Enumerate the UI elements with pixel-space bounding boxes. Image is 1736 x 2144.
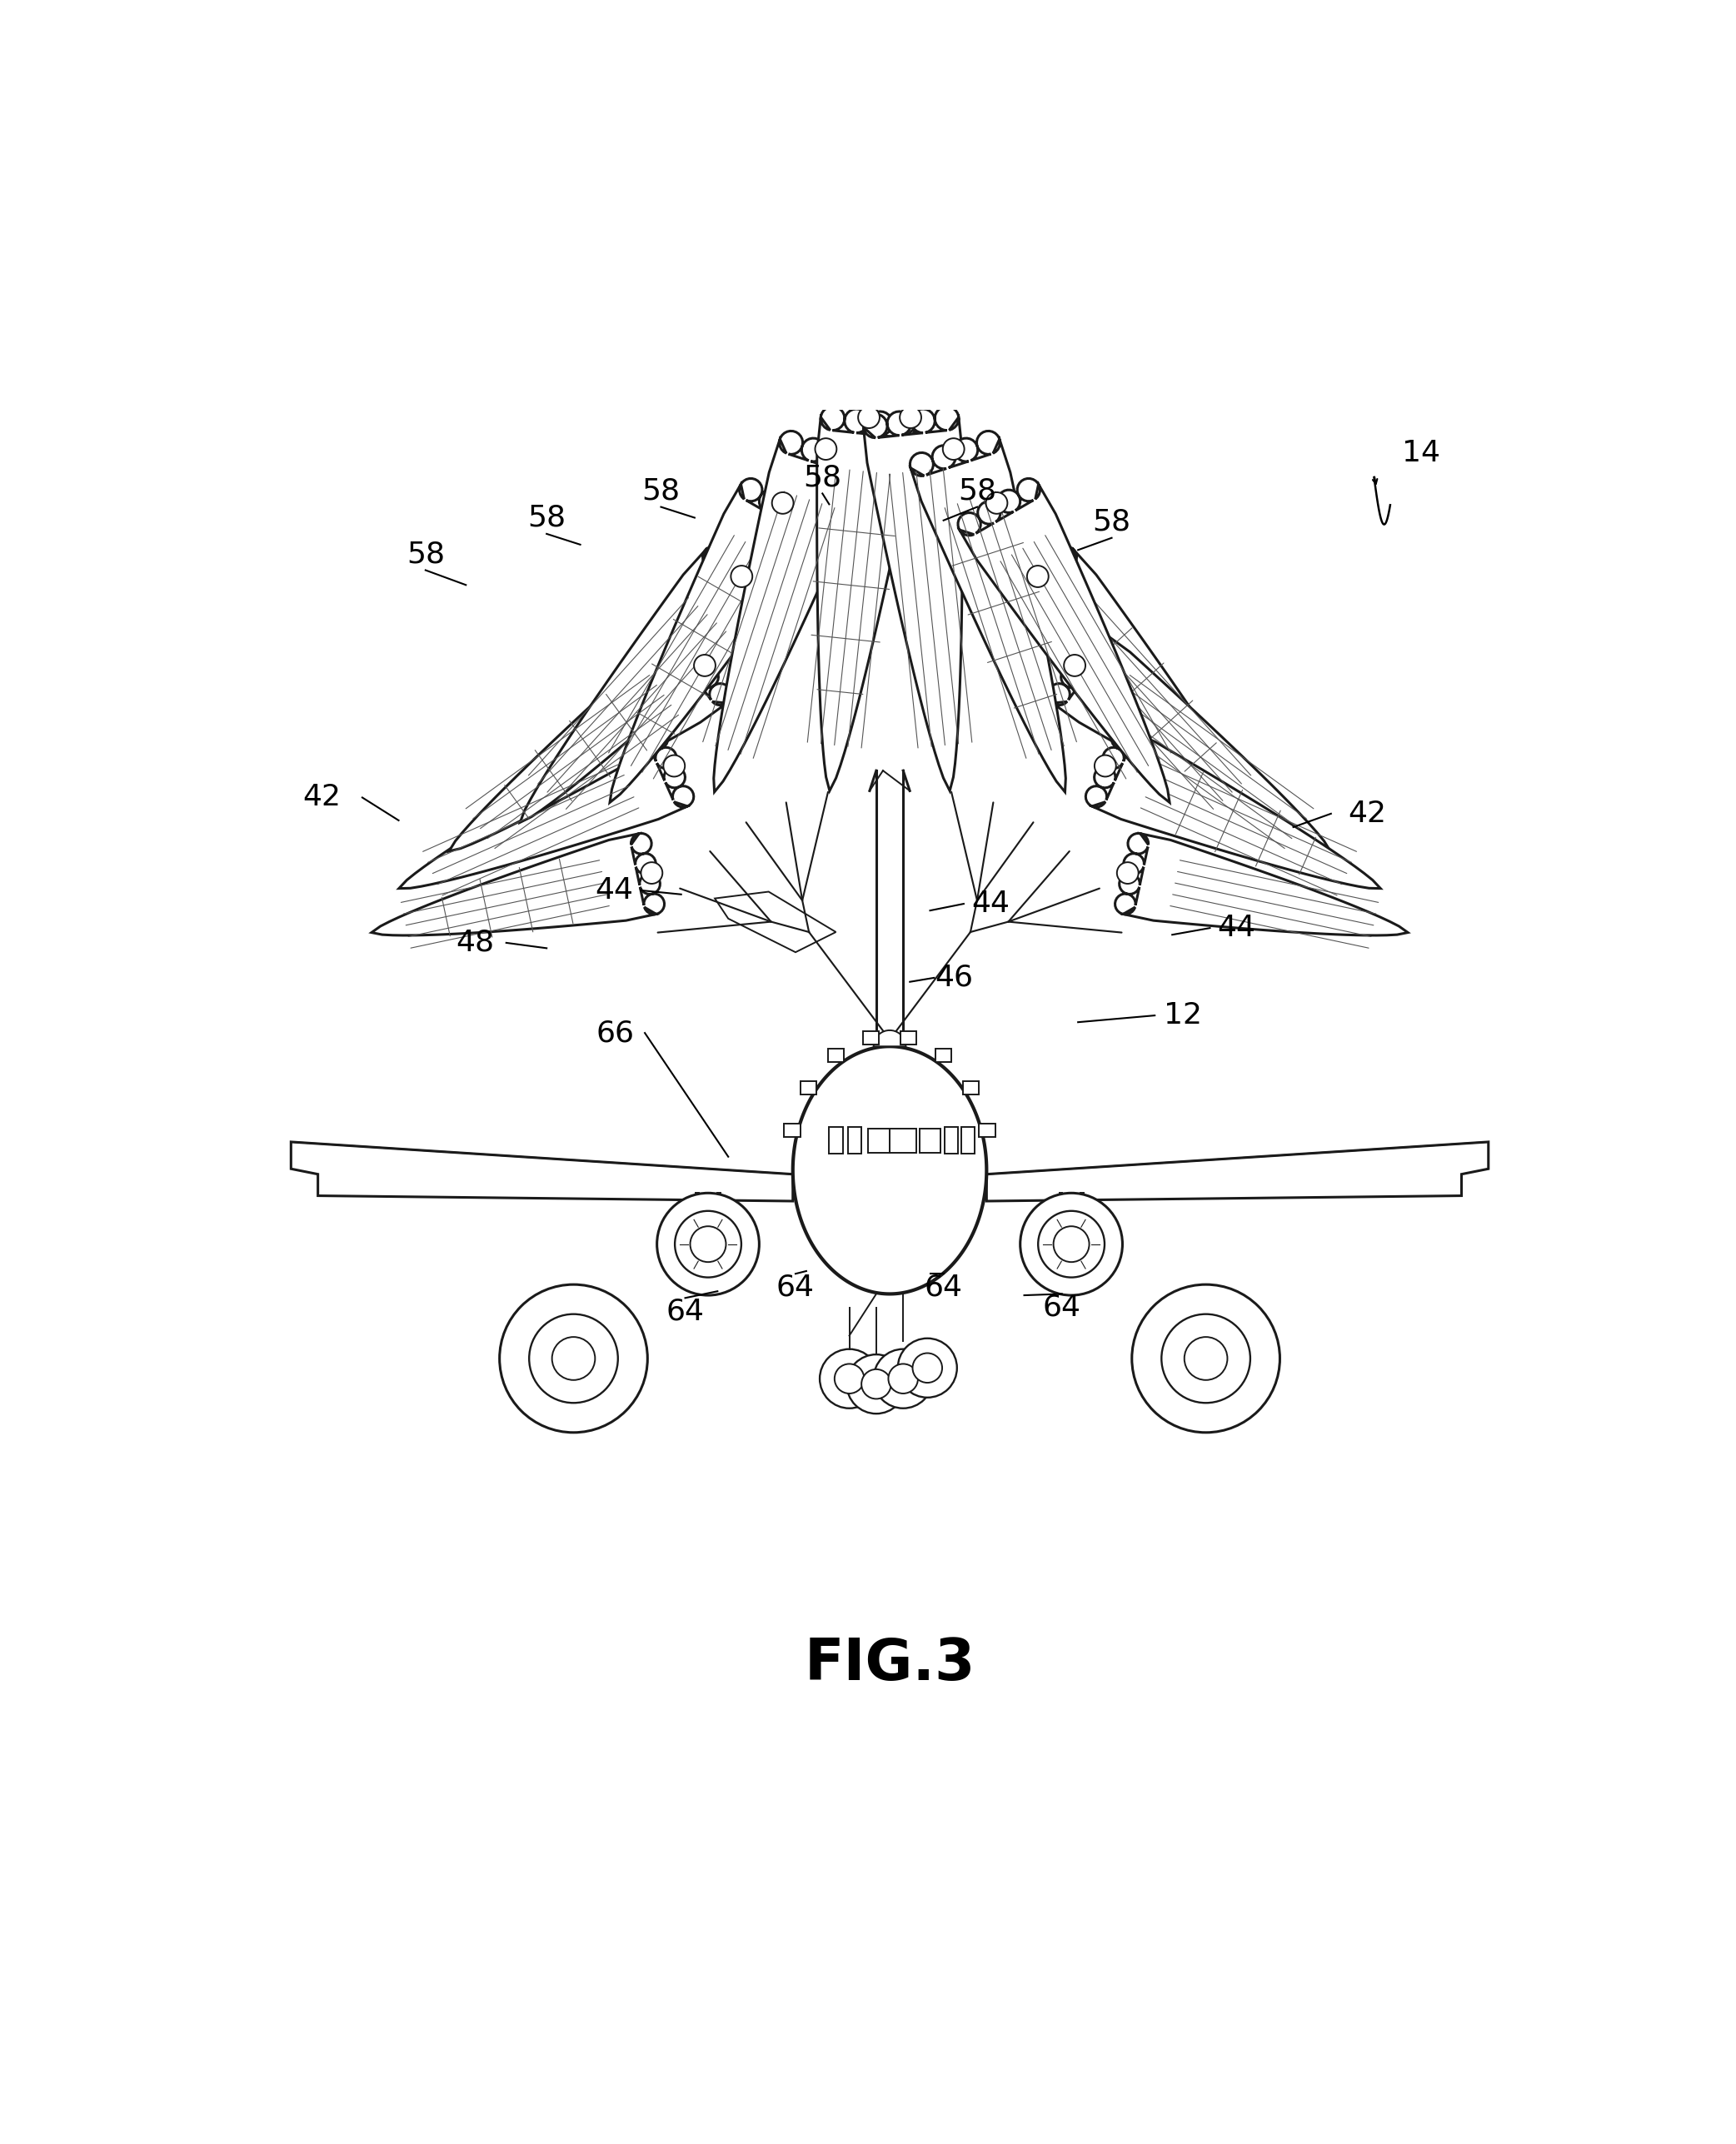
Circle shape xyxy=(986,493,1007,515)
Polygon shape xyxy=(399,729,694,888)
Circle shape xyxy=(731,566,752,587)
Polygon shape xyxy=(818,407,917,791)
Text: 64: 64 xyxy=(667,1297,705,1325)
Circle shape xyxy=(1054,1226,1088,1263)
Polygon shape xyxy=(830,1128,842,1153)
Circle shape xyxy=(1064,654,1085,675)
Polygon shape xyxy=(1005,547,1259,823)
Polygon shape xyxy=(891,1128,917,1153)
Circle shape xyxy=(899,407,922,429)
Polygon shape xyxy=(372,834,665,935)
Circle shape xyxy=(847,1355,906,1413)
Circle shape xyxy=(1028,566,1049,587)
Polygon shape xyxy=(847,1128,861,1153)
Polygon shape xyxy=(450,630,731,851)
Polygon shape xyxy=(863,1031,878,1044)
Circle shape xyxy=(675,1211,741,1278)
Polygon shape xyxy=(868,1128,891,1153)
Circle shape xyxy=(1021,1192,1123,1295)
Circle shape xyxy=(1116,862,1139,883)
Text: 12: 12 xyxy=(1163,1001,1201,1029)
Text: 44: 44 xyxy=(972,890,1010,918)
Polygon shape xyxy=(920,1128,941,1153)
Text: 48: 48 xyxy=(457,928,495,956)
Polygon shape xyxy=(1085,729,1380,888)
Text: 44: 44 xyxy=(1217,913,1255,941)
Circle shape xyxy=(1161,1314,1250,1402)
Circle shape xyxy=(1038,1211,1104,1278)
Polygon shape xyxy=(1115,834,1408,935)
Polygon shape xyxy=(863,407,962,791)
Polygon shape xyxy=(944,1128,958,1153)
Text: 58: 58 xyxy=(1092,508,1130,536)
Circle shape xyxy=(1184,1338,1227,1381)
Text: 66: 66 xyxy=(595,1018,634,1046)
Circle shape xyxy=(500,1284,648,1432)
Text: 64: 64 xyxy=(776,1274,814,1301)
Text: 14: 14 xyxy=(1403,440,1441,467)
Circle shape xyxy=(656,1192,759,1295)
Circle shape xyxy=(641,862,663,883)
Polygon shape xyxy=(828,1048,844,1061)
Polygon shape xyxy=(962,1128,974,1153)
Text: 42: 42 xyxy=(302,783,340,813)
Circle shape xyxy=(858,407,880,429)
Circle shape xyxy=(694,654,715,675)
Text: FIG.3: FIG.3 xyxy=(804,1636,976,1692)
Circle shape xyxy=(913,1353,943,1383)
Polygon shape xyxy=(986,1143,1488,1201)
Polygon shape xyxy=(901,1031,917,1044)
Text: 58: 58 xyxy=(958,476,996,506)
Polygon shape xyxy=(958,478,1170,802)
Polygon shape xyxy=(713,431,870,791)
Text: 42: 42 xyxy=(1349,800,1387,828)
Circle shape xyxy=(898,1338,957,1398)
Polygon shape xyxy=(521,547,774,823)
Text: 64: 64 xyxy=(924,1274,963,1301)
Circle shape xyxy=(529,1314,618,1402)
Circle shape xyxy=(663,755,686,776)
Text: 58: 58 xyxy=(804,463,842,491)
Circle shape xyxy=(819,1349,878,1409)
Polygon shape xyxy=(936,1048,951,1061)
Circle shape xyxy=(1132,1284,1279,1432)
Polygon shape xyxy=(609,478,821,802)
Polygon shape xyxy=(793,1046,986,1295)
Circle shape xyxy=(552,1338,595,1381)
Circle shape xyxy=(835,1364,865,1394)
Text: 46: 46 xyxy=(936,963,974,993)
Circle shape xyxy=(773,493,793,515)
Circle shape xyxy=(816,437,837,459)
Polygon shape xyxy=(979,1123,995,1136)
Circle shape xyxy=(943,437,963,459)
Polygon shape xyxy=(1049,630,1330,851)
Polygon shape xyxy=(910,431,1066,791)
Text: 58: 58 xyxy=(406,540,444,568)
Circle shape xyxy=(861,1370,891,1398)
Polygon shape xyxy=(715,892,837,952)
Polygon shape xyxy=(785,1123,800,1136)
Text: 44: 44 xyxy=(595,877,634,905)
Text: 58: 58 xyxy=(528,504,566,532)
Circle shape xyxy=(1094,755,1116,776)
Text: 58: 58 xyxy=(642,476,681,506)
Polygon shape xyxy=(963,1081,979,1093)
Circle shape xyxy=(691,1226,726,1263)
Circle shape xyxy=(873,1349,932,1409)
Polygon shape xyxy=(800,1081,816,1093)
Text: 64: 64 xyxy=(1043,1293,1082,1321)
Polygon shape xyxy=(873,1031,906,1046)
Circle shape xyxy=(889,1364,918,1394)
Polygon shape xyxy=(292,1143,793,1201)
